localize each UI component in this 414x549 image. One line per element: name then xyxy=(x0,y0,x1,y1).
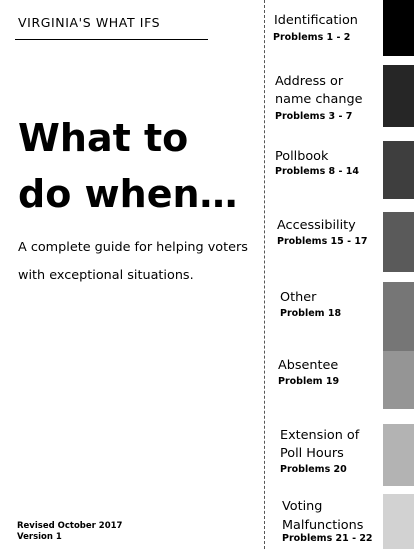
tab-problems: Problem 18 xyxy=(280,308,342,319)
tab-title: Extension of Poll Hours xyxy=(280,428,360,461)
tab-accessibility[interactable]: Accessibility Problems 15 - 17 xyxy=(266,208,414,272)
tab-color-bar xyxy=(383,351,414,409)
tab-color-bar xyxy=(383,282,414,351)
headline: What to do when… xyxy=(18,116,238,216)
tab-extension-poll-hours[interactable]: Extension of Poll Hours Problems 20 xyxy=(266,421,414,491)
tab-color-bar xyxy=(383,65,414,127)
tab-problems: Problems 1 - 2 xyxy=(273,32,351,43)
tab-title: Address or name change xyxy=(275,74,363,107)
tab-problems: Problems 21 - 22 xyxy=(282,533,373,544)
title-rule xyxy=(15,39,208,40)
tab-color-bar xyxy=(383,141,414,199)
tab-color-bar xyxy=(383,494,414,549)
cover-panel: VIRGINIA'S WHAT IFS What to do when… A c… xyxy=(15,15,248,543)
tab-absentee[interactable]: Absentee Problem 19 xyxy=(266,351,414,421)
tab-problems: Problems 15 - 17 xyxy=(277,236,368,247)
tab-voting-malfunctions[interactable]: Voting Malfunctions Problems 21 - 22 xyxy=(266,491,414,549)
tab-address-name-change[interactable]: Address or name change Problems 3 - 7 xyxy=(266,56,414,127)
tab-identification[interactable]: Identification Problems 1 - 2 xyxy=(266,0,414,56)
tab-color-bar xyxy=(383,424,414,486)
tab-other[interactable]: Other Problem 18 xyxy=(266,280,414,351)
tab-color-bar xyxy=(383,0,414,56)
revised-date: Revised October 2017 xyxy=(17,521,123,531)
tab-problems: Problem 19 xyxy=(278,376,340,387)
tab-title: Pollbook xyxy=(275,149,329,164)
tab-title: Other xyxy=(280,290,317,305)
tab-problems: Problems 3 - 7 xyxy=(275,111,353,122)
tab-pollbook[interactable]: Pollbook Problems 8 - 14 xyxy=(266,137,414,199)
tab-title: Voting Malfunctions xyxy=(282,499,364,533)
subtitle: A complete guide for helping voters with… xyxy=(18,240,248,283)
series-title: VIRGINIA'S WHAT IFS xyxy=(18,15,161,30)
tab-divider xyxy=(264,0,265,549)
tab-problems: Problems 20 xyxy=(280,464,347,475)
tab-title: Absentee xyxy=(278,358,339,373)
tab-color-bar xyxy=(383,212,414,272)
revision-info: Revised October 2017 Version 1 xyxy=(17,521,122,543)
tab-title: Identification xyxy=(274,13,358,28)
tab-title: Accessibility xyxy=(277,218,356,233)
tab-problems: Problems 8 - 14 xyxy=(275,166,359,177)
version-label: Version 1 xyxy=(17,532,62,542)
